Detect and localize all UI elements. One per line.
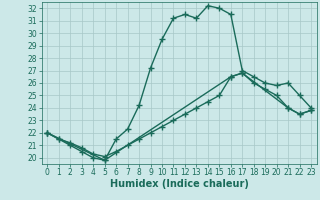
X-axis label: Humidex (Indice chaleur): Humidex (Indice chaleur) [110,179,249,189]
